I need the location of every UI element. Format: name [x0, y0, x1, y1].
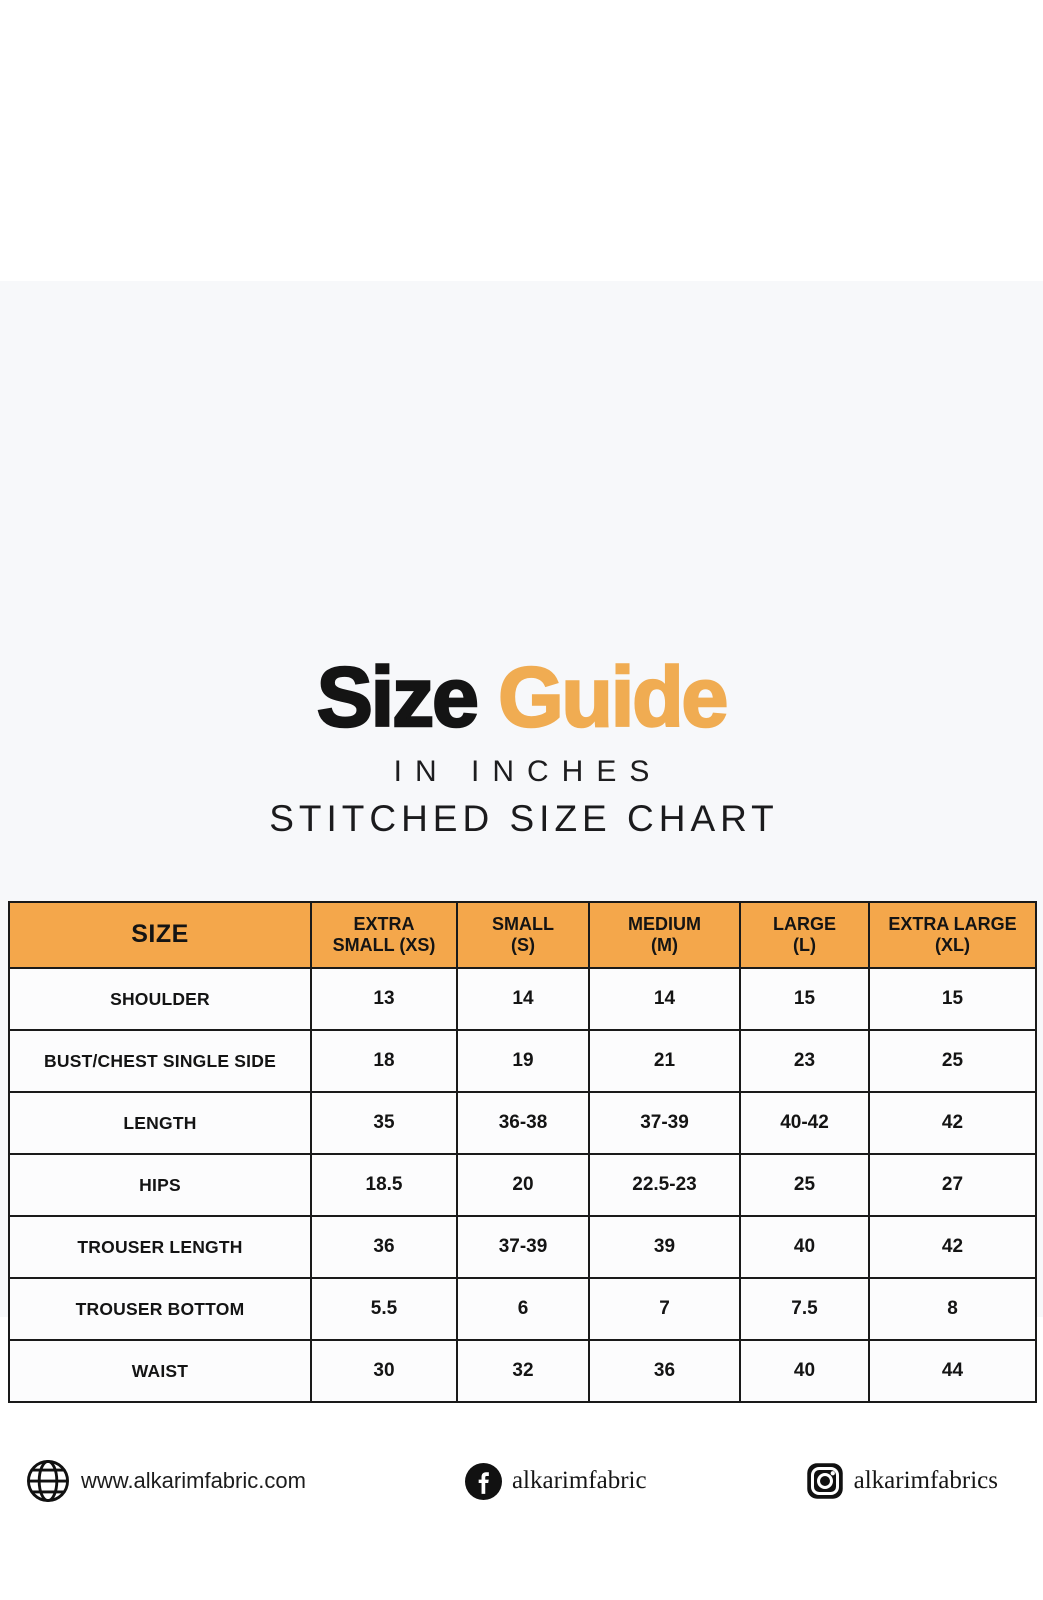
row-label: TROUSER LENGTH	[8, 1215, 312, 1279]
table-row-trouser-bottom: TROUSER BOTTOM 5.5 6 7 7.5 8	[8, 1277, 1037, 1341]
cell-trouser-bottom-s: 6	[456, 1277, 590, 1341]
table-header-row: SIZE EXTRA SMALL (XS) SMALL (S) MEDIUM (…	[8, 901, 1037, 969]
title-word-size: Size	[316, 650, 481, 744]
table-row-length: LENGTH 35 36-38 37-39 40-42 42	[8, 1091, 1037, 1155]
table-row-waist: WAIST 30 32 36 40 44	[8, 1339, 1037, 1403]
cell-length-m: 37-39	[588, 1091, 741, 1155]
instagram-icon	[806, 1463, 843, 1499]
cell-waist-xs: 30	[310, 1339, 458, 1403]
cell-waist-xl: 44	[868, 1339, 1037, 1403]
cell-waist-l: 40	[739, 1339, 870, 1403]
cell-shoulder-s: 14	[456, 967, 590, 1031]
cell-trouser-bottom-xl: 8	[868, 1277, 1037, 1341]
cell-shoulder-l: 15	[739, 967, 870, 1031]
cell-trouser-length-s: 37-39	[456, 1215, 590, 1279]
title-word-guide: Guide	[497, 650, 730, 744]
column-header-l: LARGE (L)	[739, 901, 870, 969]
cell-hips-xl: 27	[868, 1153, 1037, 1217]
subtitle-in-inches: IN INCHES	[393, 755, 663, 788]
table-row-hips: HIPS 18.5 20 22.5-23 25 27	[8, 1153, 1037, 1217]
size-chart-table: SIZE EXTRA SMALL (XS) SMALL (S) MEDIUM (…	[8, 901, 1037, 1403]
globe-icon	[27, 1460, 69, 1502]
cell-hips-xs: 18.5	[310, 1153, 458, 1217]
row-label: WAIST	[8, 1339, 312, 1403]
instagram-handle: alkarimfabrics	[853, 1467, 998, 1494]
cell-trouser-length-xl: 42	[868, 1215, 1037, 1279]
facebook-handle: alkarimfabric	[511, 1467, 647, 1494]
table-row-trouser-length: TROUSER LENGTH 36 37-39 39 40 42	[8, 1215, 1037, 1279]
cell-trouser-bottom-xs: 5.5	[310, 1277, 458, 1341]
cell-trouser-length-xs: 36	[310, 1215, 458, 1279]
content-band: Size Guide IN INCHES STITCHED SIZE CHART…	[0, 281, 1043, 1502]
cell-length-xs: 35	[310, 1091, 458, 1155]
facebook-icon	[464, 1462, 502, 1500]
column-header-xs: EXTRA SMALL (XS)	[310, 901, 458, 969]
cell-bust-s: 19	[456, 1029, 590, 1093]
row-label: TROUSER BOTTOM	[8, 1277, 312, 1341]
cell-bust-xl: 25	[868, 1029, 1037, 1093]
heading-block: Size Guide IN INCHES STITCHED SIZE CHART	[0, 654, 1043, 840]
page-title: Size Guide	[0, 654, 1043, 741]
cell-bust-l: 23	[739, 1029, 870, 1093]
website-url: www.alkarimfabric.com	[81, 1468, 306, 1493]
cell-trouser-length-m: 39	[588, 1215, 741, 1279]
cell-bust-xs: 18	[310, 1029, 458, 1093]
column-header-s: SMALL (S)	[456, 901, 590, 969]
cell-hips-m: 22.5-23	[588, 1153, 741, 1217]
footer-facebook: alkarimfabric	[464, 1462, 647, 1500]
footer-instagram: alkarimfabrics	[806, 1462, 998, 1500]
cell-trouser-bottom-m: 7	[588, 1277, 741, 1341]
row-label: BUST/CHEST SINGLE SIDE	[8, 1029, 312, 1093]
table-row-shoulder: SHOULDER 13 14 14 15 15	[8, 967, 1037, 1031]
cell-shoulder-m: 14	[588, 967, 741, 1031]
column-header-m: MEDIUM (M)	[588, 901, 741, 969]
footer-website: www.alkarimfabric.com	[25, 1458, 306, 1504]
title-space	[477, 650, 498, 744]
row-label: HIPS	[8, 1153, 312, 1217]
cell-shoulder-xl: 15	[868, 967, 1037, 1031]
cell-bust-m: 21	[588, 1029, 741, 1093]
column-header-xl: EXTRA LARGE (XL)	[868, 901, 1037, 969]
cell-hips-s: 20	[456, 1153, 590, 1217]
cell-length-s: 36-38	[456, 1091, 590, 1155]
cell-length-l: 40-42	[739, 1091, 870, 1155]
column-header-size: SIZE	[8, 901, 312, 969]
cell-length-xl: 42	[868, 1091, 1037, 1155]
row-label: LENGTH	[8, 1091, 312, 1155]
cell-hips-l: 25	[739, 1153, 870, 1217]
cell-waist-s: 32	[456, 1339, 590, 1403]
footer: www.alkarimfabric.com alkarimfabric alka…	[0, 1451, 1043, 1511]
subtitle-stitched-size-chart: STITCHED SIZE CHART	[269, 798, 779, 839]
cell-trouser-bottom-l: 7.5	[739, 1277, 870, 1341]
cell-waist-m: 36	[588, 1339, 741, 1403]
row-label: SHOULDER	[8, 967, 312, 1031]
cell-shoulder-xs: 13	[310, 967, 458, 1031]
cell-trouser-length-l: 40	[739, 1215, 870, 1279]
table-row-bust-chest: BUST/CHEST SINGLE SIDE 18 19 21 23 25	[8, 1029, 1037, 1093]
